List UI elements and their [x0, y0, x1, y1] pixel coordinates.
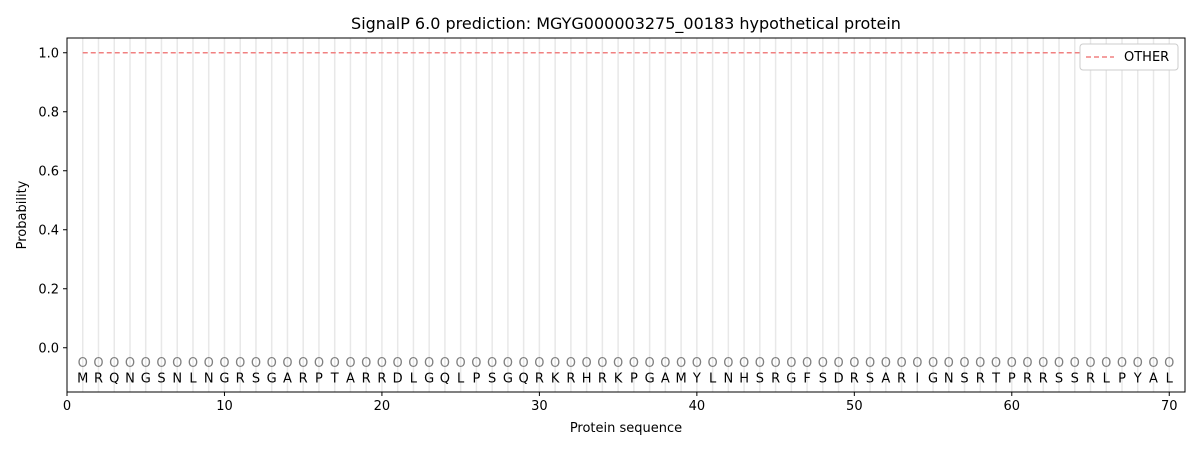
region-marker: O: [1038, 356, 1048, 371]
region-marker: O: [692, 356, 702, 371]
region-marker: O: [345, 356, 355, 371]
region-marker: O: [503, 356, 513, 371]
region-marker: O: [408, 356, 418, 371]
region-marker: O: [314, 356, 324, 371]
x-tick-label: 70: [1161, 399, 1178, 414]
region-marker: O: [928, 356, 938, 371]
region-marker: O: [1133, 356, 1143, 371]
region-marker: O: [818, 356, 828, 371]
region-marker: O: [78, 356, 88, 371]
region-marker: O: [1007, 356, 1017, 371]
region-marker: O: [723, 356, 733, 371]
y-tick-label: 1.0: [38, 46, 59, 61]
region-marker: O: [1070, 356, 1080, 371]
region-marker: O: [1164, 356, 1174, 371]
y-tick-label: 0.2: [38, 282, 59, 297]
region-marker: O: [770, 356, 780, 371]
region-marker: O: [1117, 356, 1127, 371]
region-marker: O: [204, 356, 214, 371]
region-marker: O: [660, 356, 670, 371]
legend-box: [1079, 43, 1179, 71]
region-marker: O: [156, 356, 166, 371]
region-marker: O: [959, 356, 969, 371]
y-tick-label: 0.8: [38, 105, 59, 120]
region-marker: O: [786, 356, 796, 371]
region-marker: O: [456, 356, 466, 371]
region-marker: O: [424, 356, 434, 371]
region-marker: O: [833, 356, 843, 371]
region-marker: O: [282, 356, 292, 371]
region-marker: O: [487, 356, 497, 371]
chart-title: SignalP 6.0 prediction: MGYG000003275_00…: [351, 14, 901, 34]
region-marker: O: [896, 356, 906, 371]
region-marker: O: [991, 356, 1001, 371]
y-tick-label: 0.6: [38, 164, 59, 179]
region-marker: O: [975, 356, 985, 371]
region-marker: O: [707, 356, 717, 371]
region-marker: O: [141, 356, 151, 371]
y-tick-label: 0.4: [38, 223, 59, 238]
region-marker: O: [235, 356, 245, 371]
region-marker: O: [377, 356, 387, 371]
region-marker: O: [1148, 356, 1158, 371]
region-marker: O: [849, 356, 859, 371]
region-marker: O: [219, 356, 229, 371]
legend: OTHER: [1079, 43, 1179, 71]
x-tick-label: 30: [531, 399, 548, 414]
region-marker: O: [755, 356, 765, 371]
x-tick-label: 10: [216, 399, 233, 414]
legend-label-other: OTHER: [1124, 50, 1169, 65]
region-marker: O: [471, 356, 481, 371]
region-marker: O: [188, 356, 198, 371]
x-tick-label: 60: [1004, 399, 1021, 414]
region-marker: O: [172, 356, 182, 371]
region-marker: O: [645, 356, 655, 371]
region-marker: O: [298, 356, 308, 371]
region-marker: O: [1085, 356, 1095, 371]
region-marker: O: [330, 356, 340, 371]
region-marker: O: [251, 356, 261, 371]
region-marker: O: [440, 356, 450, 371]
region-marker: O: [1101, 356, 1111, 371]
region-marker: O: [125, 356, 135, 371]
region-marker: O: [267, 356, 277, 371]
region-marker: O: [566, 356, 576, 371]
region-marker: O: [881, 356, 891, 371]
region-marker: O: [1022, 356, 1032, 371]
region-marker: O: [582, 356, 592, 371]
region-marker: O: [393, 356, 403, 371]
region-marker: O: [944, 356, 954, 371]
x-tick-label: 50: [846, 399, 863, 414]
plot-frame: [66, 37, 1186, 393]
x-tick-label: 40: [689, 399, 706, 414]
region-marker: O: [361, 356, 371, 371]
y-tick-label: 0.0: [38, 341, 59, 356]
region-marker: O: [613, 356, 623, 371]
region-marker: O: [739, 356, 749, 371]
region-marker: O: [629, 356, 639, 371]
region-marker: O: [109, 356, 119, 371]
region-marker: O: [912, 356, 922, 371]
region-marker: O: [534, 356, 544, 371]
region-marker: O: [676, 356, 686, 371]
region-marker: O: [865, 356, 875, 371]
region-marker: O: [1054, 356, 1064, 371]
region-marker: O: [802, 356, 812, 371]
x-tick-label: 20: [374, 399, 391, 414]
region-marker: O: [550, 356, 560, 371]
region-marker: O: [519, 356, 529, 371]
residue-sequence: MRQNGSNLNGRSGARPTARRDLGQLPSGQRKRHRKPGAMY…: [77, 371, 1173, 386]
region-marker: O: [597, 356, 607, 371]
region-marker: O: [93, 356, 103, 371]
y-axis-label: Probability: [15, 180, 30, 249]
x-axis-label: Protein sequence: [570, 421, 682, 436]
x-tick-label: 0: [63, 399, 71, 414]
